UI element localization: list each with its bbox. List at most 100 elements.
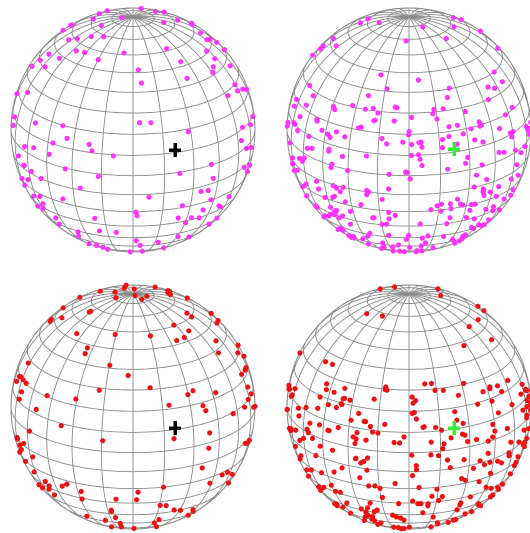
sphere-panel — [10, 5, 256, 255]
point — [335, 424, 341, 431]
point — [299, 158, 305, 164]
point — [214, 215, 220, 221]
point — [422, 240, 429, 246]
point — [339, 153, 346, 159]
point — [459, 431, 466, 437]
point — [409, 114, 415, 120]
point — [361, 517, 367, 524]
point — [241, 353, 247, 359]
point — [189, 314, 195, 320]
point — [88, 33, 94, 40]
point — [350, 434, 356, 440]
point — [391, 524, 397, 530]
grid-line — [133, 306, 212, 351]
point — [213, 390, 219, 396]
point — [386, 232, 392, 238]
grid-line — [12, 384, 134, 433]
point — [235, 342, 241, 348]
point — [161, 9, 167, 15]
point — [487, 470, 494, 476]
point — [188, 215, 195, 221]
point — [131, 286, 137, 292]
point — [12, 114, 18, 120]
grid-line — [330, 29, 409, 74]
point — [333, 129, 339, 135]
point — [240, 86, 246, 92]
point — [242, 404, 248, 410]
point — [14, 434, 20, 441]
point — [472, 137, 478, 143]
point — [297, 350, 303, 356]
point — [456, 238, 463, 244]
point — [490, 434, 496, 440]
point — [175, 234, 181, 240]
point — [462, 511, 468, 517]
point — [495, 45, 501, 51]
point — [509, 402, 515, 408]
point — [291, 103, 297, 109]
sphere-outline — [10, 7, 256, 253]
point — [156, 517, 162, 523]
point — [344, 500, 350, 506]
grid-line — [290, 293, 410, 479]
grid-line — [30, 473, 133, 504]
point — [241, 164, 247, 170]
point — [386, 216, 392, 222]
point — [298, 453, 304, 459]
point — [25, 89, 31, 95]
point — [407, 244, 413, 250]
point — [105, 246, 111, 252]
point — [377, 485, 383, 491]
point — [164, 46, 170, 52]
point — [205, 187, 211, 194]
point — [292, 121, 298, 127]
point — [414, 248, 420, 254]
point — [107, 362, 113, 368]
point — [370, 514, 376, 520]
grid-line — [133, 29, 212, 74]
point — [488, 485, 494, 491]
grid-line — [133, 46, 227, 93]
cross-marker — [452, 421, 456, 435]
point — [100, 244, 106, 250]
point — [450, 517, 456, 523]
point — [232, 82, 238, 88]
point — [215, 350, 222, 356]
point — [243, 145, 250, 151]
point — [155, 239, 161, 245]
grid-line — [71, 293, 134, 527]
point — [396, 501, 402, 507]
point — [520, 407, 526, 413]
point — [518, 150, 524, 156]
grid-line — [409, 323, 503, 370]
point — [476, 479, 482, 485]
point — [239, 371, 245, 377]
point — [415, 152, 421, 158]
grid-line — [132, 84, 249, 135]
point — [229, 471, 235, 477]
point — [198, 188, 204, 195]
point — [108, 507, 114, 513]
point — [447, 215, 453, 221]
point — [317, 46, 324, 52]
point — [523, 124, 530, 130]
point — [495, 484, 501, 490]
grid-line — [347, 292, 409, 333]
point — [160, 484, 167, 490]
point — [342, 199, 348, 205]
point — [413, 467, 420, 473]
point — [132, 293, 138, 299]
point — [166, 288, 172, 294]
point — [391, 284, 398, 290]
point — [496, 149, 502, 155]
grid-line — [17, 84, 134, 135]
grid-line — [10, 16, 134, 131]
point — [58, 423, 64, 429]
point — [230, 411, 236, 417]
point — [416, 484, 422, 491]
point — [288, 428, 294, 434]
point — [184, 295, 190, 301]
point — [438, 201, 444, 207]
point — [367, 423, 373, 430]
point — [379, 196, 385, 202]
